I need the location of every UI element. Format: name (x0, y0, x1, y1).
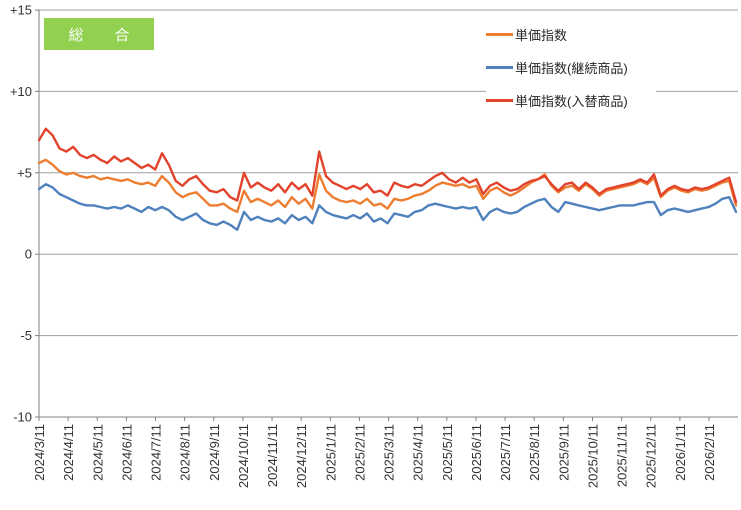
x-axis-tick-label: 2024/8/11 (178, 424, 193, 481)
x-axis-tick-label: 2024/9/11 (207, 424, 222, 481)
x-axis-tick-label: 2024/10/11 (236, 424, 251, 488)
x-axis-tick-label: 2025/5/11 (440, 424, 455, 481)
y-axis-tick-label: -5 (20, 328, 32, 343)
legend: 単価指数 単価指数(継続商品) 単価指数(入替商品) (486, 14, 656, 121)
x-axis-tick-label: 2025/10/11 (585, 424, 600, 488)
x-axis-tick-label: 2025/9/11 (556, 424, 571, 481)
legend-item-continuing-products: 単価指数(継続商品) (486, 51, 656, 84)
x-axis-tick-label: 2024/12/11 (294, 424, 309, 488)
y-axis-tick-label: 0 (25, 247, 32, 262)
x-axis-tick-label: 2024/4/11 (61, 424, 76, 481)
x-axis-tick-label: 2025/11/11 (615, 424, 630, 487)
x-axis-tick-label: 2025/1/11 (323, 424, 338, 481)
x-axis-tick-label: 2024/3/11 (32, 424, 47, 481)
legend-label: 単価指数(継続商品) (515, 61, 628, 76)
y-axis-tick-label: +15 (10, 3, 32, 18)
x-axis-tick-label: 2024/6/11 (119, 424, 134, 481)
legend-item-replacement-products: 単価指数(入替商品) (486, 84, 656, 117)
x-axis-tick-label: 2025/3/11 (382, 424, 397, 481)
x-axis-tick-label: 2025/8/11 (527, 424, 542, 481)
x-axis-tick-label: 2025/6/11 (469, 424, 484, 481)
category-badge-label: 総 合 (68, 26, 138, 44)
x-axis-tick-label: 2025/2/11 (352, 424, 367, 481)
x-axis-tick-label: 2024/5/11 (90, 424, 105, 481)
x-axis-tick-label: 2025/7/11 (498, 424, 513, 481)
legend-swatch-red-line (486, 99, 513, 102)
category-badge: 総 合 (44, 18, 154, 50)
legend-item-unit-price-index: 単価指数 (486, 18, 656, 51)
y-axis-tick-label: -10 (13, 410, 32, 425)
x-axis-tick-label: 2024/11/11 (265, 424, 280, 487)
y-axis-tick-label: +10 (10, 84, 32, 99)
legend-label: 単価指数 (515, 28, 568, 43)
x-axis-tick-label: 2026/1/11 (673, 424, 688, 481)
legend-swatch-orange-line (486, 33, 513, 36)
series-line-0 (37, 158, 738, 214)
y-axis-tick-label: +5 (17, 165, 32, 180)
x-axis-tick-label: 2026/2/11 (702, 424, 717, 481)
x-axis-tick-label: 2025/12/11 (644, 424, 659, 488)
legend-swatch-blue-line (486, 66, 513, 69)
x-axis-tick-label: 2025/4/11 (411, 424, 426, 481)
legend-label: 単価指数(入替商品) (515, 94, 628, 109)
x-axis-tick-label: 2024/7/11 (149, 424, 164, 481)
series-line-1 (37, 182, 738, 232)
series-line-2 (37, 127, 738, 204)
